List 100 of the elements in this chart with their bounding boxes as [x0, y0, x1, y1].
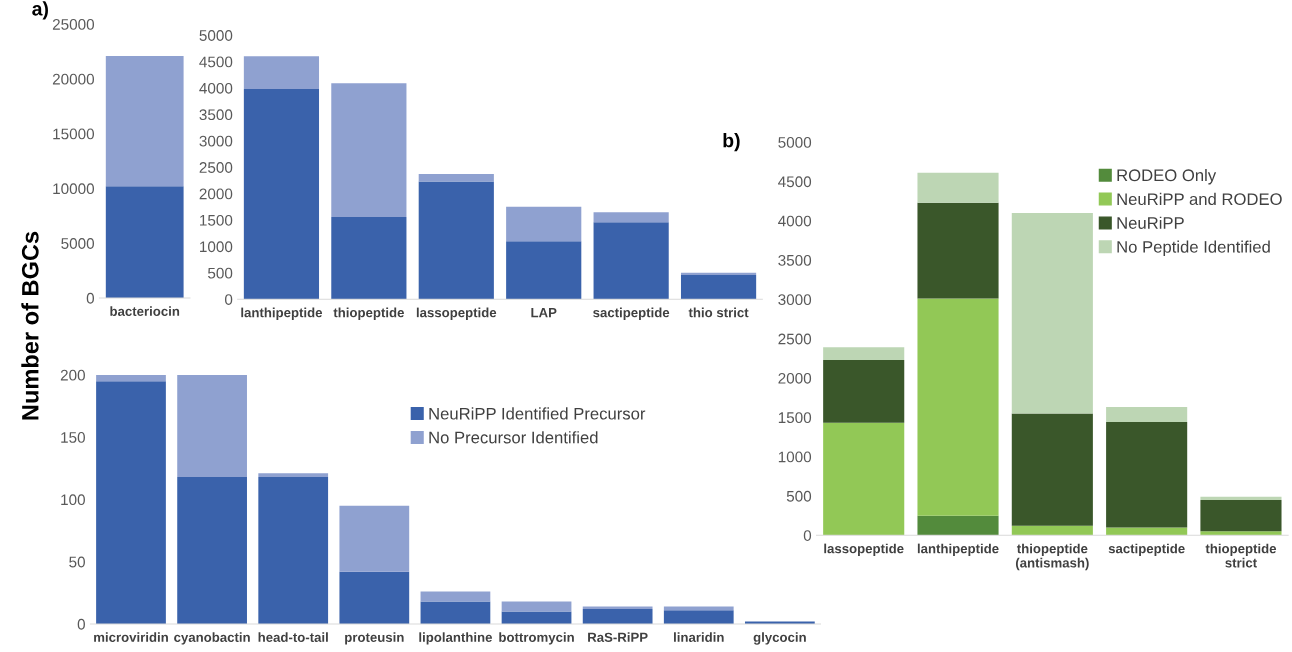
bar [823, 347, 905, 360]
bar [420, 601, 491, 624]
bar [1106, 422, 1188, 528]
x-tick-label: cyanobactin [174, 632, 250, 645]
y-tick-label: 4500 [199, 56, 233, 68]
bar [1106, 407, 1188, 423]
bar [582, 609, 653, 624]
bar [1106, 527, 1188, 536]
bar [1200, 496, 1282, 500]
y-tick-label: 10000 [53, 183, 95, 195]
y-tick-label: 5000 [61, 238, 95, 249]
x-tick-label: lassopeptide [416, 307, 497, 320]
x-tick-label: bacteriocin [110, 306, 180, 316]
bar [823, 359, 905, 423]
bar [680, 274, 757, 300]
x-tick-label: sactipeptide [593, 307, 670, 320]
x-tick-label: lanthipeptide [917, 543, 999, 556]
y-tick-label: 5000 [778, 137, 812, 148]
y-tick-label: 200 [60, 369, 85, 381]
x-tick-label: thiopeptide [333, 307, 404, 320]
bar [1011, 212, 1093, 414]
x-tick-label: head-to-tail [258, 632, 328, 642]
y-tick-label: 3000 [778, 294, 812, 306]
y-tick-label: 500 [786, 490, 812, 502]
legend-label: No Peptide Identified [1117, 240, 1270, 257]
y-tick-label: 1000 [778, 451, 812, 463]
bar [96, 381, 166, 624]
y-tick-label: 100 [61, 494, 85, 506]
y-tick-label: 3500 [778, 254, 812, 266]
bar [177, 374, 247, 478]
y-tick-label: 0 [86, 292, 95, 304]
bar [258, 477, 329, 624]
bar [1011, 413, 1093, 526]
bar [1200, 499, 1282, 532]
y-tick-label: 20000 [52, 73, 95, 85]
y-tick-label: 4000 [199, 82, 233, 94]
bar [418, 181, 494, 300]
y-tick-label: 1000 [200, 241, 233, 253]
x-tick-label: thiopeptide (antismash) [1015, 543, 1089, 571]
bar [506, 241, 582, 300]
y-tick-label: 0 [224, 294, 233, 305]
legend-label: No Precursor Identified [429, 431, 598, 444]
legend-label: NeuRiPP Identified Precursor [429, 407, 646, 420]
y-tick-label: 2500 [778, 333, 812, 345]
bar [1200, 531, 1282, 536]
y-tick-label: 4000 [778, 215, 812, 227]
y-tick-label: 2000 [778, 372, 812, 384]
x-tick-label: linaridin [674, 632, 724, 642]
bar [177, 477, 247, 624]
x-tick-label: glycocin [753, 632, 806, 645]
x-tick-label: bottromycin [499, 632, 574, 645]
x-tick-label: sactipeptide [1108, 543, 1185, 556]
bar [243, 56, 320, 90]
legend-label: RODEO Only [1117, 168, 1217, 185]
bar [96, 374, 166, 382]
bar [917, 515, 999, 536]
y-tick-label: 0 [77, 618, 85, 630]
bar [339, 571, 410, 624]
bar [823, 422, 905, 536]
bar [258, 473, 329, 478]
x-tick-label: lipolanthine [419, 632, 492, 645]
bar [418, 174, 494, 182]
x-tick-label: thiopeptide strict [1205, 543, 1277, 568]
y-tick-label: 150 [61, 432, 85, 443]
bar [420, 591, 491, 602]
y-tick-label: 4500 [778, 176, 812, 188]
bar [1011, 525, 1093, 536]
x-tick-label: LAP [531, 308, 557, 318]
x-tick-label: proteusin [345, 632, 404, 645]
y-tick-label: 0 [803, 530, 812, 541]
y-tick-label: 50 [69, 556, 85, 568]
bar [663, 610, 734, 624]
y-tick-label: 15000 [53, 128, 95, 140]
text: a) [32, 1, 48, 20]
x-tick-label: lassopeptide [824, 543, 904, 556]
y-tick-label: 500 [207, 267, 233, 279]
bar [339, 505, 410, 572]
annotation: b) [723, 133, 740, 152]
bar [917, 202, 999, 299]
bar [593, 212, 669, 223]
legend-label: NeuRiPP and RODEO [1117, 192, 1282, 206]
bar [331, 83, 407, 217]
bar [506, 206, 582, 242]
y-tick-label: 2500 [199, 162, 233, 173]
y-tick-label: 1500 [778, 412, 812, 424]
bar [917, 172, 999, 203]
bar [331, 216, 407, 300]
x-tick-label: lanthipeptide [241, 307, 323, 320]
bar [680, 272, 757, 275]
bar [917, 298, 999, 516]
bar [243, 89, 320, 300]
y-tick-label: 3000 [199, 135, 233, 147]
y-tick-label: 5000 [199, 30, 233, 41]
y-tick-label: 1500 [200, 214, 233, 226]
x-tick-label: thio strict [688, 307, 749, 318]
y-tick-label: 2000 [199, 188, 233, 200]
x-tick-label: RaS-RiPP [588, 632, 648, 642]
x-tick-label: microviridin [94, 632, 168, 642]
bar [501, 601, 572, 612]
legend-label: NeuRiPP [1117, 216, 1184, 229]
